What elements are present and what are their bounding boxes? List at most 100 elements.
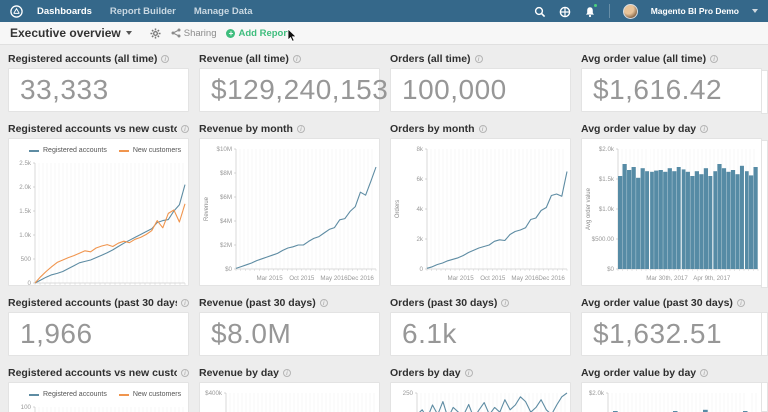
user-avatar[interactable] [622, 3, 638, 19]
svg-text:Revenue: Revenue [204, 196, 210, 221]
chart-cell-registered-accounts-vs-new-customers: Registered accounts vs new customers... i… [8, 122, 189, 286]
kpi-title: Avg order value (all time) [581, 52, 707, 65]
svg-text:2.5k: 2.5k [19, 160, 32, 167]
notifications-bell-icon[interactable] [584, 3, 598, 18]
kpi-cell-registered-accounts-all-time: Registered accounts (all time) i 33,333 [8, 52, 189, 112]
svg-text:6k: 6k [416, 176, 423, 183]
svg-text:Dec 2016: Dec 2016 [347, 275, 374, 282]
info-icon[interactable]: i [710, 54, 719, 63]
chart-card-avg-order-value-by-day[interactable]: $2.0k [581, 382, 762, 412]
settings-gear-icon[interactable] [150, 27, 161, 39]
kpi-value: 1,966 [20, 318, 93, 349]
svg-text:$2.0k: $2.0k [589, 390, 605, 397]
card-title-row: Revenue by day i [199, 366, 380, 379]
chevron-down-icon[interactable] [752, 9, 758, 13]
svg-text:Mar 2015: Mar 2015 [257, 275, 284, 282]
nav-item-report-builder[interactable]: Report Builder [109, 5, 176, 17]
info-icon[interactable]: i [296, 124, 305, 133]
chart-card-avg-order-value-by-day[interactable]: $2.0k $1.5k $1.0k $500.00 $0 Mar 30th, 2017 Ap… [581, 138, 762, 286]
kpi-card-avg-order-value-past-30-days[interactable]: $1,632.51 [581, 312, 762, 356]
chart-card-orders-by-day[interactable]: 250 [390, 382, 571, 412]
kpi-card-registered-accounts-past-30-days[interactable]: 1,966 [8, 312, 189, 356]
avg-order-value-by-day-plot: $2.0k $1.5k $1.0k $500.00 $0 Mar 30th, 2017 Ap… [586, 146, 759, 282]
card-title-row: Revenue by month i [199, 122, 380, 135]
next-column-card-sliver [761, 312, 768, 356]
svg-text:250: 250 [403, 390, 414, 397]
info-icon[interactable]: i [700, 368, 709, 377]
next-column-card-sliver [761, 140, 768, 288]
svg-text:1.0k: 1.0k [19, 232, 32, 239]
add-report-button[interactable]: + Add Report [226, 28, 290, 39]
nav-item-manage-data[interactable]: Manage Data [193, 5, 253, 17]
kpi-card-revenue-all-time[interactable]: $129,240,153 [199, 68, 388, 112]
card-title-row: Orders by day i [390, 366, 571, 379]
svg-text:$8M: $8M [220, 170, 232, 177]
add-report-label: Add Report [238, 27, 291, 39]
info-icon[interactable]: i [736, 298, 745, 307]
svg-text:$0: $0 [225, 266, 232, 273]
svg-text:May 2016: May 2016 [320, 275, 348, 282]
kpi-card-avg-order-value-all-time[interactable]: $1,616.42 [581, 68, 762, 112]
svg-text:Mar 2015: Mar 2015 [448, 275, 475, 282]
svg-text:Apr 9th, 2017: Apr 9th, 2017 [693, 275, 731, 282]
nav-item-dashboards[interactable]: Dashboards [37, 5, 92, 17]
info-icon[interactable]: i [282, 368, 291, 377]
kpi-cell-revenue-past-30-days: Revenue (past 30 days) i $8.0M [199, 296, 380, 356]
svg-text:0: 0 [420, 266, 424, 273]
sharing-label: Sharing [183, 27, 217, 39]
kpi-card-registered-accounts-all-time[interactable]: 33,333 [8, 68, 189, 112]
legend-swatch [29, 149, 39, 152]
card-title-row: Avg order value by day i [581, 366, 762, 379]
kpi-card-orders-all-time[interactable]: 100,000 [390, 68, 571, 112]
chart-title: Registered accounts vs new customers... [8, 122, 177, 135]
kpi-card-revenue-past-30-days[interactable]: $8.0M [199, 312, 380, 356]
sharing-button[interactable]: Sharing [171, 27, 217, 39]
legend-swatch [118, 149, 129, 152]
chart-card-registered-accounts-vs-new-customers[interactable]: Registered accounts New customers 2.5k 2.0k… [8, 138, 189, 286]
top-nav: Dashboards Report Builder Manage Data Mage… [0, 0, 768, 22]
chart-card-revenue-by-month[interactable]: $10M $8M $6M $4M $2M $0 Mar 2015 Oct 2015 May 20… [199, 138, 380, 286]
svg-text:0: 0 [28, 280, 32, 286]
info-icon[interactable]: i [181, 368, 189, 377]
info-icon[interactable]: i [474, 54, 483, 63]
info-icon[interactable]: i [700, 124, 709, 133]
info-icon[interactable]: i [501, 298, 510, 307]
apps-globe-icon[interactable] [559, 5, 571, 18]
plus-icon: + [226, 28, 236, 38]
share-icon [171, 28, 181, 38]
info-icon[interactable]: i [319, 298, 328, 307]
kpi-cell-avg-order-value-all-time: Avg order value (all time) i $1,616.42 [581, 52, 762, 112]
info-icon[interactable]: i [478, 124, 487, 133]
card-title-row: Orders (all time) i [390, 52, 571, 65]
chart-card-revenue-by-day[interactable]: $400k [199, 382, 380, 412]
svg-text:Orders: Orders [395, 200, 401, 218]
svg-text:$2M: $2M [220, 242, 232, 249]
next-column-card-sliver [761, 382, 768, 412]
kpi-card-orders-past-30-days[interactable]: 6.1k [390, 312, 571, 356]
revenue-by-month-plot: $10M $8M $6M $4M $2M $0 Mar 2015 Oct 2015 May 20… [204, 146, 377, 282]
revenue-by-day-plot: $400k [205, 390, 375, 412]
info-icon[interactable]: i [161, 54, 170, 63]
chart-card-registered-accounts-vs-new-customers[interactable]: Registered accounts New customers 100 [8, 382, 189, 412]
kpi-value: 6.1k [402, 318, 457, 349]
magento-bi-logo[interactable] [10, 4, 23, 18]
chart-card-orders-by-month[interactable]: 8k 6k 4k 2k 0 Mar 2015 Oct 2015 May 2016 Dec 201… [390, 138, 571, 286]
legend-item-new-customers: New customers [118, 147, 181, 154]
kpi-value: $8.0M [211, 318, 292, 349]
kpi-title: Avg order value (past 30 days) [581, 296, 733, 309]
svg-text:May 2016: May 2016 [511, 275, 539, 282]
user-name[interactable]: Magento BI Pro Demo [650, 6, 739, 16]
info-icon[interactable]: i [181, 124, 189, 133]
card-title-row: Registered accounts (past 30 days) i [8, 296, 189, 309]
chart-cell-registered-accounts-vs-new-customers: Registered accounts vs new customers... i… [8, 366, 189, 412]
notification-dot [592, 3, 598, 8]
kpi-value: 33,333 [20, 74, 109, 105]
info-icon[interactable]: i [181, 298, 189, 307]
dashboard-selector[interactable]: Executive overview [10, 26, 132, 40]
info-icon[interactable]: i [292, 54, 301, 63]
info-icon[interactable]: i [464, 368, 473, 377]
kpi-cell-registered-accounts-past-30-days: Registered accounts (past 30 days) i 1,966 [8, 296, 189, 356]
search-icon[interactable] [534, 5, 546, 18]
card-title-row: Orders (past 30 days) i [390, 296, 571, 309]
chart-legend: Registered accounts New customers [29, 145, 188, 156]
